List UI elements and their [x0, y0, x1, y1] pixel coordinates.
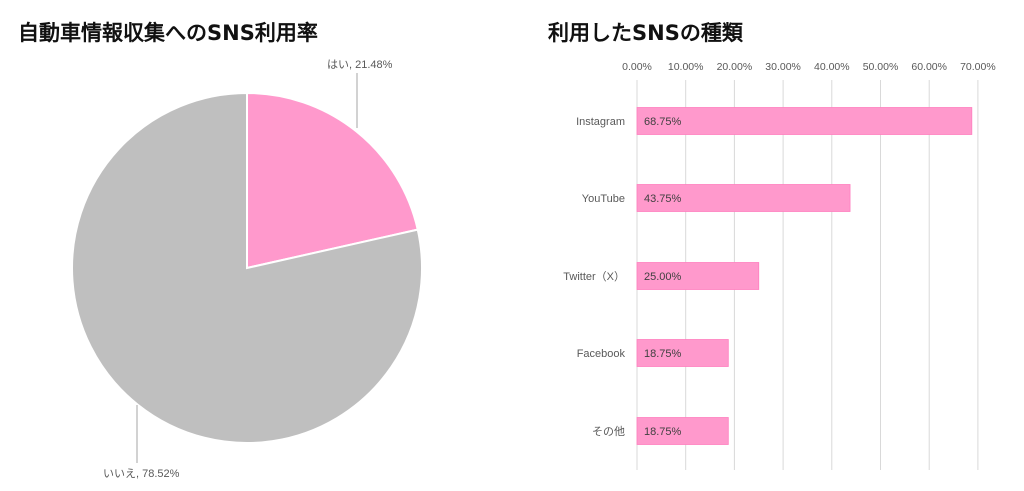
- x-tick-label: 20.00%: [717, 61, 753, 73]
- x-tick-label: 40.00%: [814, 61, 850, 73]
- bar-4: [636, 417, 729, 445]
- x-tick-label: 30.00%: [765, 61, 801, 73]
- pie-chart-title: 自動車情報収集へのSNS利用率: [18, 21, 318, 45]
- bar-0: [636, 107, 973, 135]
- pie-data-label-yes: はい, 21.48%: [327, 58, 393, 71]
- category-label: その他: [592, 425, 625, 438]
- category-label: Twitter（X）: [563, 270, 625, 283]
- category-label: Instagram: [576, 116, 625, 128]
- category-label: Facebook: [577, 348, 626, 360]
- x-tick-label: 70.00%: [960, 61, 996, 73]
- bar-2: [636, 262, 760, 290]
- bar-data-label: 43.75%: [644, 193, 682, 205]
- pie-chart: はい, 21.48% いいえ, 78.52%: [71, 58, 423, 480]
- bar-data-label: 25.00%: [644, 271, 682, 283]
- pie-slice-yes: [246, 91, 419, 270]
- bar-3: [636, 339, 729, 367]
- bar-1: [636, 184, 851, 212]
- bar-data-label: 18.75%: [644, 426, 682, 438]
- bar-data-label: 18.75%: [644, 348, 682, 360]
- bar-chart-title: 利用したSNSの種類: [548, 21, 743, 45]
- bar-data-label: 68.75%: [644, 116, 682, 128]
- bar-chart: 0.00% 10.00% 20.00% 30.00% 40.00% 50.00% 60.00…: [563, 61, 996, 470]
- x-tick-label: 10.00%: [668, 61, 704, 73]
- pie-data-label-no: いいえ, 78.52%: [103, 467, 180, 480]
- x-tick-label: 60.00%: [911, 61, 947, 73]
- x-tick-label: 0.00%: [622, 61, 652, 73]
- x-tick-label: 50.00%: [863, 61, 899, 73]
- pie-slice-no: [71, 91, 423, 444]
- category-label: YouTube: [582, 193, 625, 205]
